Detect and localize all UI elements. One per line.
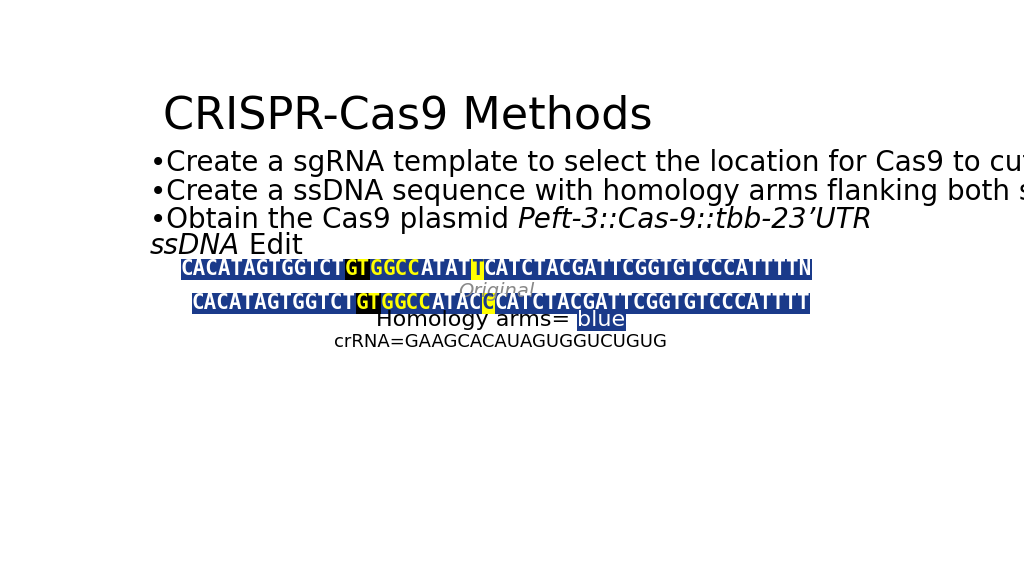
Text: GCC: GCC (393, 293, 431, 313)
FancyBboxPatch shape (482, 293, 495, 314)
Text: GT: GT (345, 259, 370, 279)
Text: ATAC: ATAC (431, 293, 482, 313)
Text: •Create a ssDNA sequence with homology arms flanking both sides of the edit: •Create a ssDNA sequence with homology a… (150, 177, 1024, 206)
Text: CRISPR-Cas9 Methods: CRISPR-Cas9 Methods (163, 94, 652, 138)
FancyBboxPatch shape (471, 259, 483, 280)
Text: Original: Original (458, 282, 535, 301)
FancyBboxPatch shape (431, 293, 482, 314)
Text: crRNA=GAAGCACAUAGUGGUCUGUG: crRNA=GAAGCACAUAGUGGUCUGUG (335, 334, 668, 351)
Text: CATCTACGATTCGGTGTCCCATTTTN: CATCTACGATTCGGTGTCCCATTTTN (483, 259, 812, 279)
FancyBboxPatch shape (180, 259, 345, 280)
Text: CATCTACGATTCGGTGTCCCATTTT: CATCTACGATTCGGTGTCCCATTTT (495, 293, 810, 313)
Text: CACATAGTGGTCT: CACATAGTGGTCT (180, 259, 345, 279)
FancyBboxPatch shape (578, 309, 626, 331)
Text: G: G (381, 293, 393, 313)
FancyBboxPatch shape (393, 293, 431, 314)
Text: •Obtain the Cas9 plasmid: •Obtain the Cas9 plasmid (150, 206, 517, 234)
FancyBboxPatch shape (483, 259, 812, 280)
Text: GT: GT (355, 293, 381, 313)
Text: •Create a sgRNA template to select the location for Cas9 to cut.: •Create a sgRNA template to select the l… (150, 149, 1024, 177)
Text: C: C (482, 293, 495, 313)
Text: blue: blue (578, 310, 626, 330)
Text: GCC: GCC (383, 259, 421, 279)
FancyBboxPatch shape (370, 259, 383, 280)
FancyBboxPatch shape (495, 293, 810, 314)
Text: G: G (370, 259, 383, 279)
FancyBboxPatch shape (191, 293, 355, 314)
Text: Edit: Edit (240, 232, 302, 260)
FancyBboxPatch shape (381, 293, 393, 314)
Text: Homology arms=: Homology arms= (376, 310, 578, 330)
Text: T: T (471, 259, 483, 279)
FancyBboxPatch shape (383, 259, 421, 280)
FancyBboxPatch shape (355, 293, 381, 314)
FancyBboxPatch shape (421, 259, 471, 280)
Text: ssDNA: ssDNA (150, 232, 240, 260)
Text: CACATAGTGGTCT: CACATAGTGGTCT (191, 293, 355, 313)
FancyBboxPatch shape (345, 259, 370, 280)
Text: ATAT: ATAT (421, 259, 471, 279)
Text: Peft-3::Cas-9::tbb-23’UTR: Peft-3::Cas-9::tbb-23’UTR (517, 206, 872, 234)
